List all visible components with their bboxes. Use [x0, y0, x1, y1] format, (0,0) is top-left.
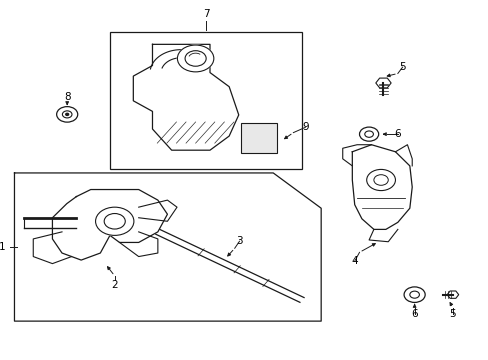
Circle shape	[65, 113, 68, 116]
Circle shape	[95, 207, 134, 235]
Bar	[110, 32, 302, 170]
Text: 1: 1	[0, 242, 6, 252]
Text: 7: 7	[203, 9, 209, 19]
Text: 3: 3	[236, 236, 243, 246]
Circle shape	[177, 45, 213, 72]
Text: 5: 5	[449, 309, 455, 319]
Text: 6: 6	[394, 129, 400, 139]
Text: 4: 4	[351, 256, 357, 266]
Circle shape	[403, 287, 424, 302]
Bar	[240, 123, 276, 153]
Circle shape	[366, 170, 395, 190]
Text: 2: 2	[111, 280, 118, 290]
Text: 5: 5	[399, 62, 405, 72]
Text: 8: 8	[64, 92, 70, 102]
Circle shape	[57, 107, 78, 122]
Text: 9: 9	[302, 122, 308, 132]
Polygon shape	[375, 78, 390, 88]
Circle shape	[359, 127, 378, 141]
Text: 6: 6	[410, 309, 417, 319]
Polygon shape	[447, 291, 458, 298]
